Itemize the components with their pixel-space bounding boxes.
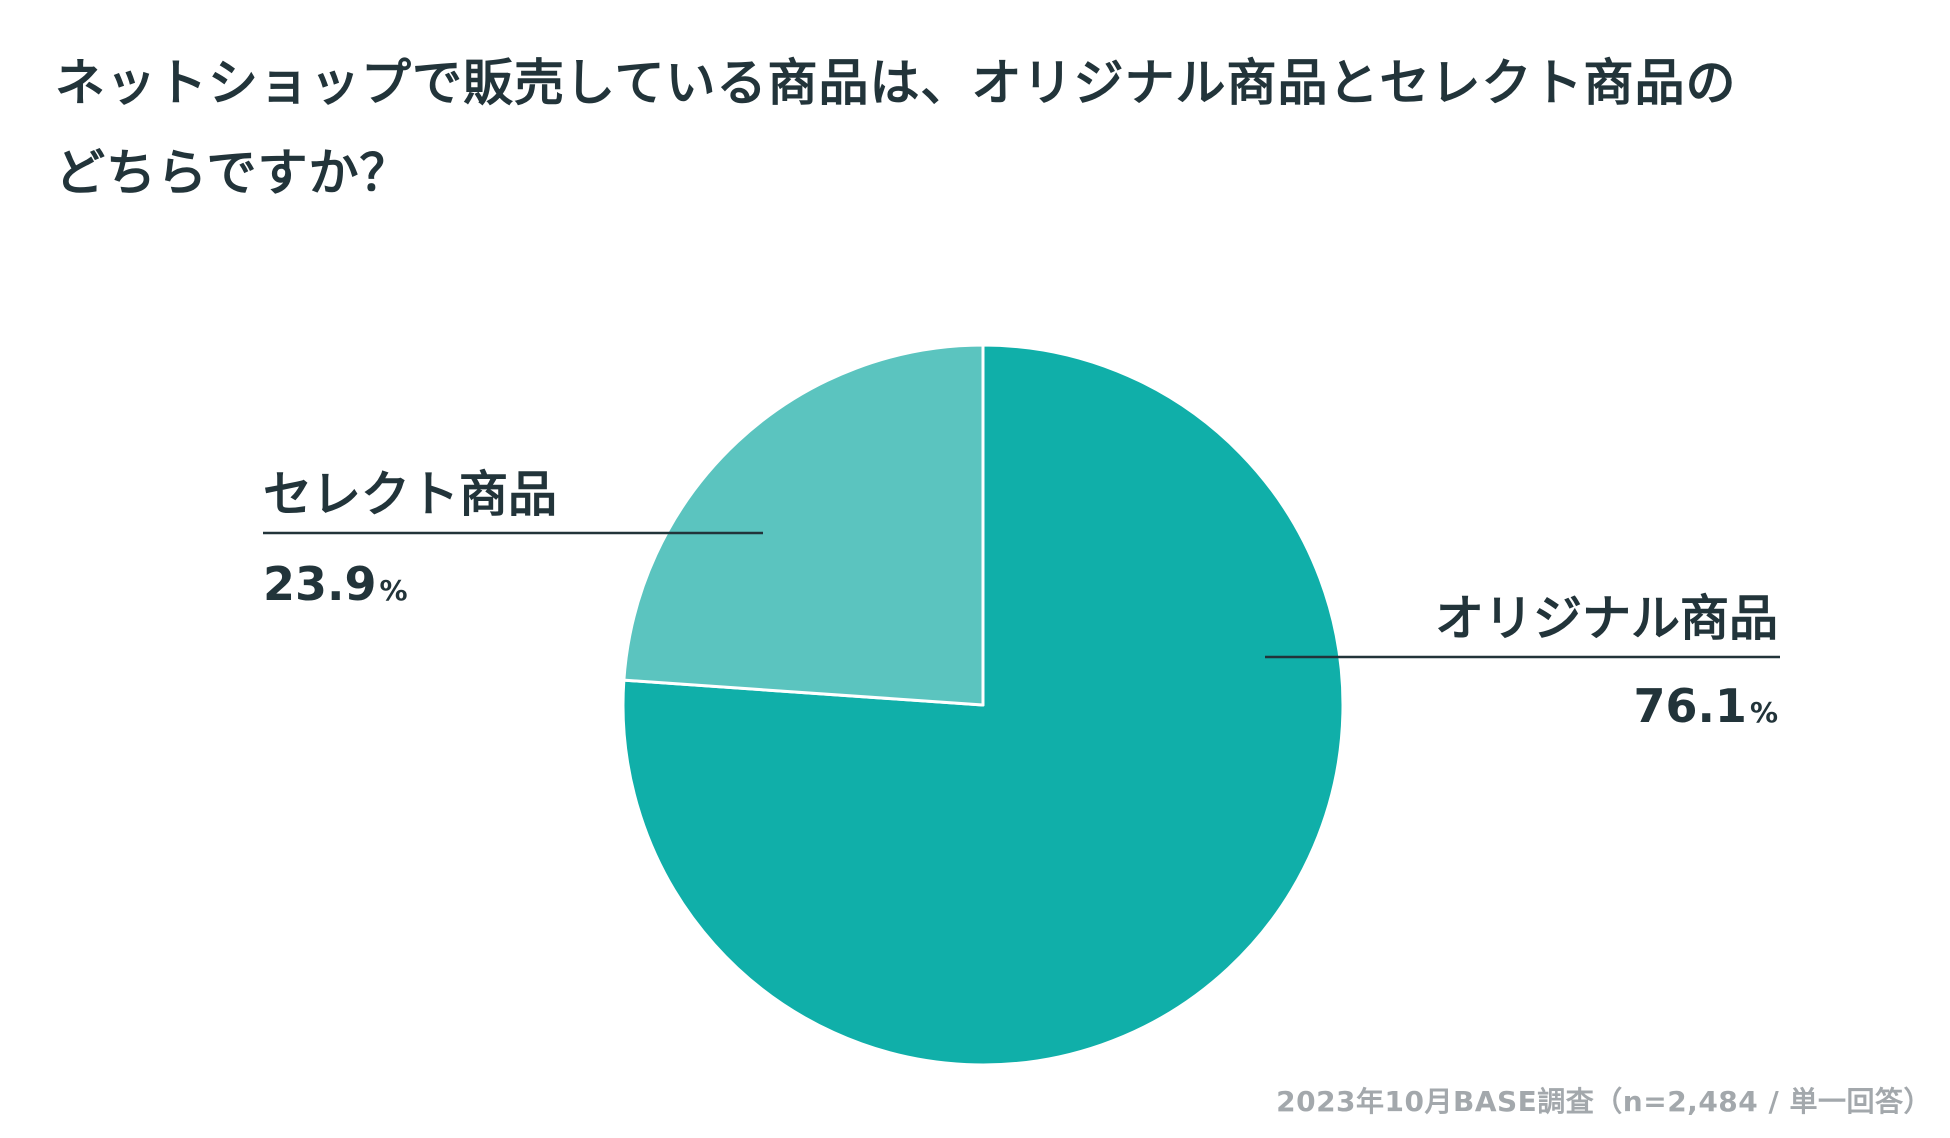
category-label-original: オリジナル商品 [1435, 590, 1778, 647]
chart-title: ネットショップで販売している商品は、オリジナル商品とセレクト商品の どちらですか… [55, 38, 1905, 218]
value-number-original: 76.1 [1633, 679, 1747, 733]
category-label-select: セレクト商品 [263, 466, 557, 523]
slice-label-original: オリジナル商品 76.1% [1265, 590, 1780, 733]
value-label-original: 76.1% [1633, 679, 1778, 733]
chart-title-line-1: ネットショップで販売している商品は、オリジナル商品とセレクト商品の [55, 54, 1737, 112]
value-unit-select: % [380, 574, 408, 607]
pie-slice-select [622, 343, 985, 707]
value-label-select: 23.9% [263, 557, 408, 611]
value-number-select: 23.9 [263, 557, 377, 611]
value-unit-original: % [1750, 696, 1778, 729]
slice-label-select: セレクト商品 23.9% [263, 466, 763, 611]
source-note: 2023年10月BASE調査（n=2,484 / 単一回答） [1276, 1085, 1932, 1118]
chart-title-line-2: どちらですか？ [55, 144, 411, 202]
pie-slices [621, 343, 1345, 1067]
